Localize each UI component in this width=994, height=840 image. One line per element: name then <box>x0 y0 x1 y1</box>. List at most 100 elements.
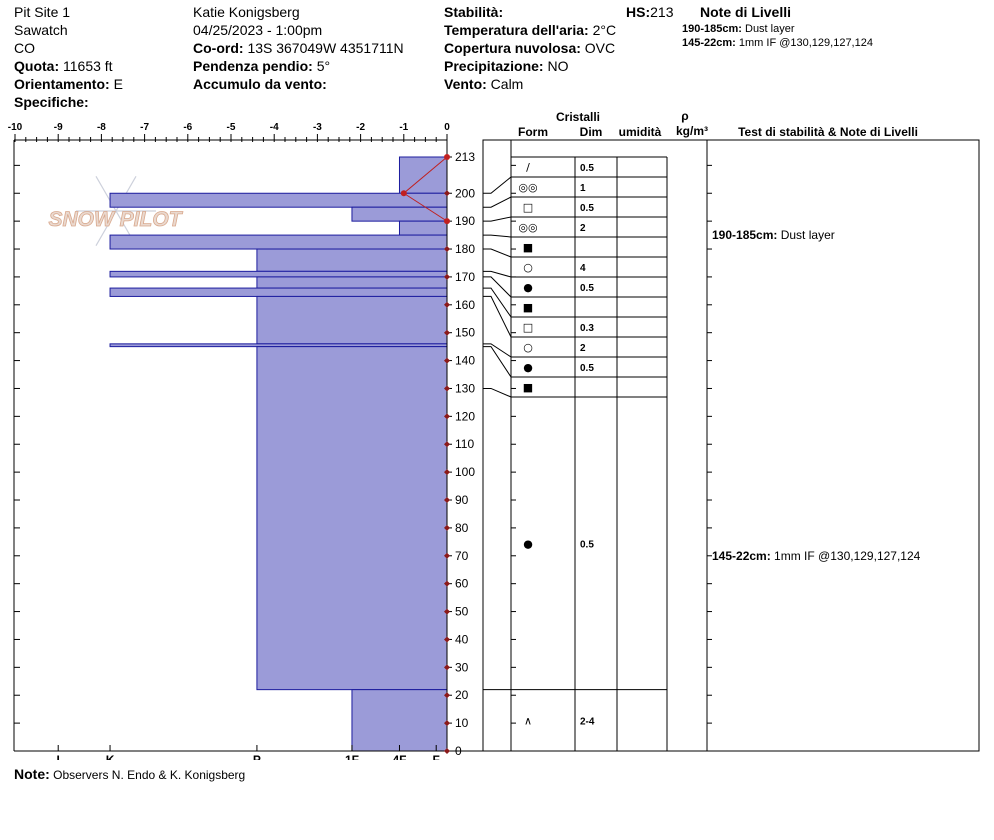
height-tick-label: 90 <box>455 493 469 507</box>
height-tick-label: 213 <box>455 150 475 164</box>
temperature-marker <box>444 720 450 727</box>
height-tick-label: 130 <box>455 381 475 395</box>
layer-connector <box>483 196 512 208</box>
hardness-axis: I K P 1F 4F F <box>57 745 440 760</box>
stability: Stabilità: <box>444 3 503 21</box>
crystal-size: 1 <box>580 183 586 194</box>
wind-value: Calm <box>490 76 524 92</box>
hardness-layer-bar <box>256 276 448 289</box>
header-rho: ρ <box>681 109 688 123</box>
temperature-tick-label: -1 <box>399 122 408 133</box>
hardness-tick-label: I <box>57 753 60 760</box>
crystal-size: 0.5 <box>580 363 594 374</box>
layer-note: 145-22cm: 1mm IF @130,129,127,124 <box>682 36 873 50</box>
crystal-size: 0.5 <box>580 163 594 174</box>
slope-angle-value: 5° <box>316 58 331 74</box>
layer-notes-title: Note di Livelli <box>700 4 792 20</box>
state-name: CO <box>14 40 35 56</box>
crystal-table: Cristalli Form Dim umidità ρkg/m³ Test di sta… <box>482 109 980 752</box>
height-tick-label: 200 <box>455 186 475 200</box>
coordinates: Co-ord: 13S 367049W 4351711N <box>193 39 404 57</box>
temperature-tick-label: 0 <box>444 122 450 133</box>
cloud-cover-value: OVC <box>584 40 616 56</box>
hardness-tick-label: 4F <box>392 753 406 760</box>
temperature-tick-label: -5 <box>227 122 236 133</box>
height-tick-label: 170 <box>455 270 475 284</box>
temperature-tick-label: -3 <box>313 122 322 133</box>
hardness-tick-label: K <box>106 753 115 760</box>
observer-name: Katie Konigsberg <box>193 4 300 20</box>
temperature-tick-label: -2 <box>356 122 365 133</box>
crystal-size: 0.5 <box>580 539 594 550</box>
layer-connector <box>483 176 512 194</box>
layer-test-note: 145-22cm: 1mm IF @130,129,127,124 <box>712 549 921 563</box>
wind: Vento: Calm <box>444 75 523 93</box>
aspect-label: Orientamento: <box>14 76 110 92</box>
height-tick-label: 60 <box>455 577 469 591</box>
temperature-marker <box>444 636 450 643</box>
wind-label: Vento: <box>444 76 487 92</box>
temperature-marker <box>444 329 450 336</box>
crystal-form-symbol: ○ <box>523 261 533 274</box>
temperature-profile <box>400 154 450 754</box>
hardness-layer-bar <box>109 270 448 278</box>
height-tick-label: 50 <box>455 605 469 619</box>
temperature-marker <box>444 608 450 615</box>
footer-note-text: Observers N. Endo & K. Konigsberg <box>53 768 246 782</box>
snow-profile-chart: SNOW PILOT -10 -9 -8 -7 -6 -5 -4 -3 -2 -1 0 I K P 1F 4… <box>8 109 980 760</box>
layer-note-range: 190-185cm: <box>682 23 742 35</box>
crystal-size: 0.5 <box>580 203 594 214</box>
crystal-form-symbol: □ <box>523 321 533 334</box>
table-border <box>482 139 980 752</box>
crystal-form-symbol: ◎◎ <box>518 221 537 234</box>
crystal-form-symbol: ■ <box>523 241 533 254</box>
temperature-marker <box>444 552 450 559</box>
crystal-form-symbol: ■ <box>523 381 533 394</box>
snow-height: HS:213 <box>626 3 673 21</box>
slope-angle-label: Pendenza pendio: <box>193 58 313 74</box>
date-time: 04/25/2023 - 1:00pm <box>193 22 323 38</box>
precipitation-value: NO <box>547 58 569 74</box>
coordinates-value: 13S 367049W 4351711N <box>247 40 404 56</box>
crystal-form-symbol: ● <box>523 281 533 294</box>
temperature-point <box>400 190 407 197</box>
temperature-tick-label: -10 <box>8 122 23 133</box>
crystal-size: 2 <box>580 223 586 234</box>
height-tick-label: 140 <box>455 354 475 368</box>
temperature-marker <box>444 692 450 699</box>
layer-connector <box>483 343 512 358</box>
layer-test-note-text: 1mm IF @130,129,127,124 <box>774 549 921 563</box>
temperature-marker <box>444 190 450 197</box>
snowpilot-watermark: SNOW PILOT <box>48 176 184 246</box>
hardness-tick-label: F <box>433 753 440 760</box>
precipitation: Precipitazione: NO <box>444 57 568 75</box>
wind-loading-label: Accumulo da vento: <box>193 76 327 92</box>
height-tick-label: 100 <box>455 465 475 479</box>
crystal-size: 4 <box>580 263 586 274</box>
crystal-form-symbol: ◎◎ <box>518 181 537 194</box>
temperature-marker <box>444 469 450 476</box>
crystal-form-symbol: ∧ <box>524 714 532 727</box>
coordinates-label: Co-ord: <box>193 40 244 56</box>
height-tick-label: 160 <box>455 298 475 312</box>
height-tick-label: 20 <box>455 688 469 702</box>
site-name: Pit Site 1 <box>14 4 71 20</box>
height-tick-label: 10 <box>455 716 469 730</box>
slope-angle: Pendenza pendio: 5° <box>193 57 330 75</box>
crystal-form-symbol: ● <box>523 537 533 550</box>
temperature-marker <box>444 301 450 308</box>
hardness-tick-label: 1F <box>345 753 359 760</box>
layer-connector <box>483 346 512 378</box>
layer-connector <box>483 295 512 338</box>
header-rho-unit: kg/m³ <box>676 124 708 138</box>
temperature-marker <box>444 385 450 392</box>
cloud-cover-label: Copertura nuvolosa: <box>444 40 581 56</box>
crystal-size: 0.5 <box>580 283 594 294</box>
elevation-label: Quota: <box>14 58 60 74</box>
height-tick-label: 180 <box>455 242 475 256</box>
temperature-point <box>444 218 450 225</box>
temperature-marker <box>444 524 450 531</box>
crystal-size: 2 <box>580 343 586 354</box>
layer-connector <box>483 270 512 278</box>
layer-test-note-range: 145-22cm: <box>712 549 774 563</box>
